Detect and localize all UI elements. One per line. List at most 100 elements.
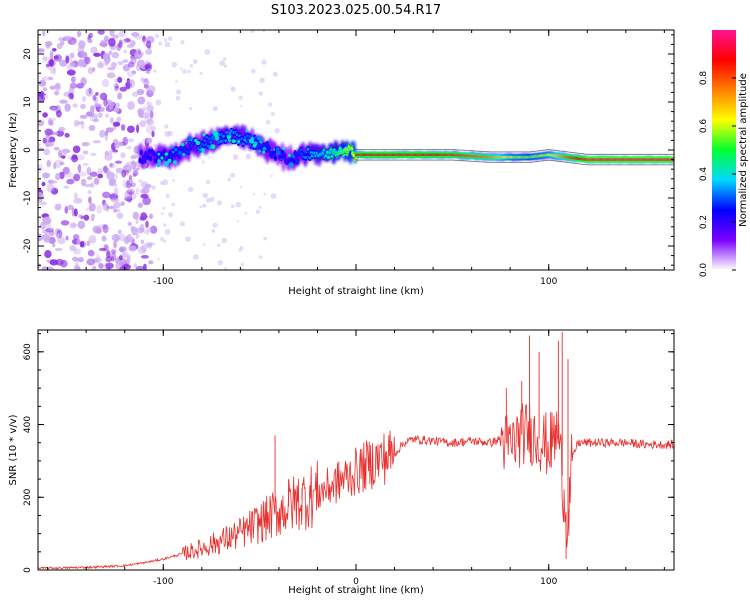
spectrogram-cell (210, 144, 216, 150)
colorbar-gradient (712, 30, 736, 270)
spectrogram-noise-blob (162, 206, 166, 210)
snr-panel: -100 0 100 0 200 400 600 Height of straight li… (8, 329, 675, 596)
spectrogram-noise-blob (121, 169, 127, 178)
spectrogram-cell (228, 139, 231, 142)
spectrogram-cell (210, 135, 216, 141)
spectrogram-image (38, 30, 674, 270)
spectrogram-cell (173, 160, 177, 165)
spectrogram-noise-blob (142, 35, 146, 43)
spectrogram-noise-blob (145, 49, 153, 55)
spectrogram-noise-blob (44, 250, 52, 259)
spectrogram-noise-blob (84, 56, 91, 65)
spectrogram-cell (250, 137, 254, 140)
spectrogram-noise-blob (99, 129, 106, 138)
spectrogram-cell (295, 159, 299, 164)
spectrogram-noise-blob (42, 55, 48, 63)
spectrogram-noise-blob (103, 167, 110, 174)
spectrogram-noise-blob (42, 112, 48, 118)
spectrogram-noise-blob (90, 213, 96, 219)
spectrogram-noise-blob (80, 178, 87, 187)
x-tick-label: 100 (540, 577, 557, 587)
spectrogram-noise-blob (42, 87, 48, 92)
spectrogram-cell (276, 150, 281, 155)
spectrogram-noise-blob (46, 63, 50, 68)
spectrogram-cell (154, 158, 158, 162)
spectrogram-noise-blob (72, 145, 81, 154)
spectrogram-noise-blob (87, 190, 92, 195)
spectrogram-noise-blob (117, 60, 124, 66)
spectrogram-noise-blob (98, 263, 104, 269)
spectrogram-noise-blob (38, 79, 47, 87)
spectrogram-noise-blob (102, 202, 109, 211)
spectrogram-noise-blob (235, 201, 242, 208)
spectrogram-noise-blob (42, 57, 51, 61)
spectrogram-noise-blob (97, 173, 104, 179)
spectrogram-noise-blob (73, 248, 81, 255)
spectrogram-noise-blob (135, 167, 140, 171)
spectrogram-noise-blob (97, 168, 103, 175)
spectrogram-noise-blob (81, 142, 90, 147)
spectrogram-noise-blob (208, 156, 211, 159)
spectrogram-cell (299, 148, 303, 152)
spectrogram-noise-blob (69, 245, 77, 252)
spectrogram-noise-blob (124, 190, 133, 199)
spectrogram-noise-blob (48, 180, 58, 184)
spectrogram-noise-blob (230, 86, 236, 92)
spectrogram-noise-blob (86, 240, 91, 246)
spectrogram-noise-blob (231, 204, 235, 209)
spectrogram-noise-blob (42, 216, 52, 225)
spectrogram-noise-blob (245, 153, 252, 160)
spectrogram-noise-blob (55, 258, 64, 266)
spectrogram-noise-blob (45, 128, 54, 136)
spectrogram-cell (258, 149, 262, 153)
spectrogram-noise-blob (124, 38, 131, 43)
spectrogram-noise-blob (150, 225, 158, 234)
spectrogram-cell (173, 147, 178, 152)
spectrogram-noise-blob (142, 106, 147, 112)
spectrogram-noise-blob (127, 221, 132, 226)
spectrogram-noise-blob (270, 174, 273, 178)
spectrogram-noise-blob (238, 95, 243, 100)
spectrogram-noise-blob (41, 234, 51, 241)
spectrogram-noise-blob (120, 124, 126, 131)
spectrogram-noise-blob (106, 250, 111, 258)
spectrogram-noise-blob (270, 111, 275, 116)
spectrogram-noise-blob (118, 229, 122, 235)
spectrogram-noise-blob (73, 197, 83, 204)
spectrogram-noise-blob (240, 105, 243, 108)
spectrogram-noise-blob (142, 80, 150, 85)
spectrogram-noise-blob (54, 247, 63, 252)
spectrogram-noise-blob (63, 35, 73, 41)
spectrogram-noise-blob (107, 172, 111, 177)
spectrogram-noise-blob (104, 113, 110, 118)
spectrogram-noise-blob (155, 99, 162, 106)
spectrogram-noise-blob (240, 262, 244, 266)
spectrogram-noise-blob (127, 236, 135, 244)
spectrogram-noise-blob (126, 145, 132, 150)
y-tick-label: 20 (23, 48, 33, 60)
spectrogram-noise-blob (99, 247, 107, 252)
spectrogram-noise-blob (127, 101, 135, 110)
spectrogram-noise-blob (168, 212, 174, 218)
spectrogram-noise-blob (104, 152, 113, 161)
spectrogram-noise-blob (133, 263, 137, 269)
spectrogram-noise-blob (109, 162, 116, 169)
spectrogram-noise-blob (146, 101, 152, 108)
x-tick-label: 0 (353, 577, 359, 587)
spectrogram-noise-blob (268, 102, 273, 107)
colorbar-label: Normalized spectral amplitude (738, 73, 749, 227)
spectrogram-cell (214, 135, 220, 141)
spectrogram-noise-blob (263, 236, 268, 241)
spectrogram-noise-blob (77, 121, 84, 125)
spectrogram-noise-blob (38, 143, 41, 147)
spectrogram-cell (290, 155, 294, 158)
spectrogram-noise-blob (106, 72, 116, 79)
spectrogram-noise-blob (108, 105, 114, 110)
spectrogram-noise-blob (131, 226, 138, 236)
spectrogram-noise-blob (182, 69, 187, 74)
spectrogram-noise-blob (212, 222, 218, 228)
spectrogram-noise-blob (164, 130, 171, 137)
spectrogram-noise-blob (70, 52, 75, 59)
spectrogram-noise-blob (113, 173, 119, 180)
